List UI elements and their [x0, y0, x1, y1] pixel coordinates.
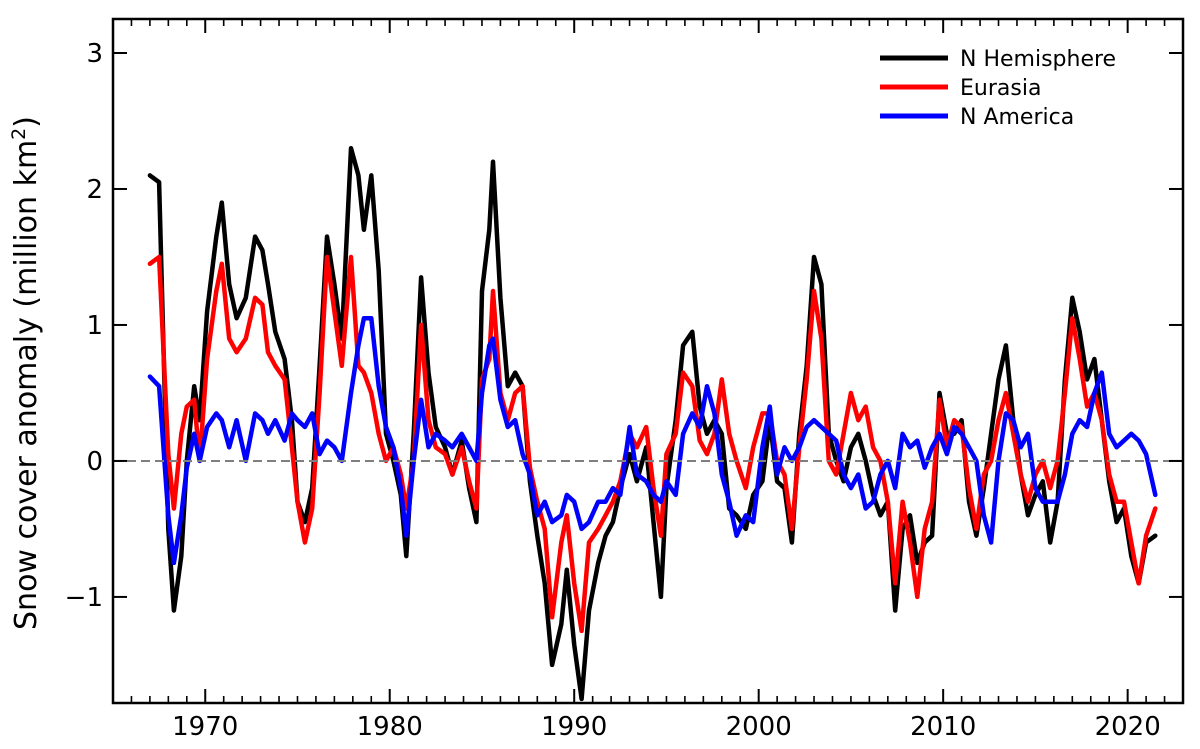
series-line-eurasia: [147, 254, 1158, 634]
y-axis-title: Snow cover anomaly (million km2): [8, 116, 44, 630]
y-tick-label: −1: [65, 583, 103, 613]
series-line-n-america: [147, 315, 1158, 566]
axes: 1970 1980 1990 2000 2010 2020 −1 0 1 2 3: [65, 19, 1184, 742]
legend-label-n-america: N America: [960, 105, 1074, 130]
x-tick-label: 1990: [541, 712, 607, 742]
x-tick-label: 2020: [1095, 712, 1161, 742]
series-layer: [147, 145, 1158, 702]
legend: N Hemisphere Eurasia N America: [880, 47, 1116, 130]
y-axis-title-close: ): [9, 116, 44, 128]
legend-label-eurasia: Eurasia: [960, 76, 1041, 101]
x-tick-label: 2010: [910, 712, 976, 742]
x-tick-label: 1970: [172, 712, 238, 742]
x-tick-label: 1980: [357, 712, 423, 742]
y-tick-label: 1: [86, 311, 103, 341]
y-tick-label: 0: [86, 447, 103, 477]
y-tick-label: 2: [86, 175, 103, 205]
plot-frame: [111, 17, 1185, 705]
legend-label-n-hemisphere: N Hemisphere: [960, 47, 1116, 72]
y-axis-title-main: Snow cover anomaly (million km: [9, 140, 44, 630]
y-tick-label: 3: [86, 39, 103, 69]
y-axis-title-superscript: 2: [8, 128, 30, 140]
x-tick-label: 2000: [726, 712, 792, 742]
